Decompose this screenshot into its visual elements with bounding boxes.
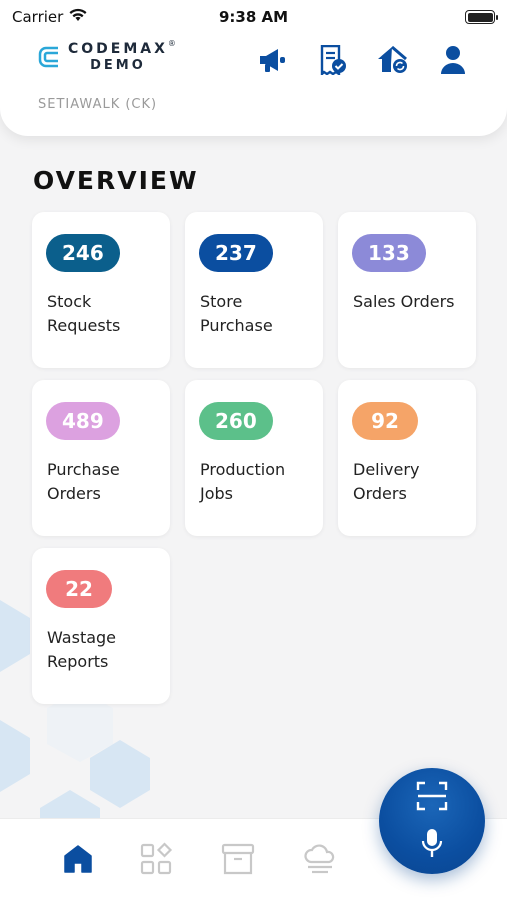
card-delivery-orders[interactable]: 92 Delivery Orders bbox=[338, 380, 476, 536]
overview-title: OVERVIEW bbox=[33, 166, 199, 195]
count-badge: 260 bbox=[199, 402, 273, 440]
card-store-purchase[interactable]: 237 Store Purchase bbox=[185, 212, 323, 368]
wifi-icon bbox=[69, 8, 87, 26]
battery-icon bbox=[465, 10, 498, 24]
logo-text: CODEMAX DEMO ® bbox=[68, 40, 176, 73]
count-badge: 133 bbox=[352, 234, 426, 272]
logo-registered: ® bbox=[167, 39, 176, 48]
count-badge: 92 bbox=[352, 402, 418, 440]
card-wastage-reports[interactable]: 22 Wastage Reports bbox=[32, 548, 170, 704]
header-actions bbox=[257, 44, 469, 76]
card-sales-orders[interactable]: 133 Sales Orders bbox=[338, 212, 476, 368]
card-label: Store Purchase bbox=[200, 292, 273, 335]
archive-icon[interactable] bbox=[220, 841, 256, 877]
user-icon[interactable] bbox=[437, 44, 469, 76]
action-fab[interactable] bbox=[379, 768, 485, 874]
app-logo: CODEMAX DEMO ® bbox=[38, 40, 176, 73]
card-production-jobs[interactable]: 260 Production Jobs bbox=[185, 380, 323, 536]
home-sync-icon[interactable] bbox=[377, 44, 409, 76]
logo-line1: CODEMAX bbox=[68, 41, 168, 57]
status-left: Carrier bbox=[12, 8, 87, 26]
carrier-label: Carrier bbox=[12, 8, 64, 26]
card-label: Sales Orders bbox=[353, 292, 455, 311]
logo-line2: DEMO bbox=[90, 58, 146, 73]
count-badge: 246 bbox=[46, 234, 120, 272]
card-label: Wastage Reports bbox=[47, 628, 117, 671]
card-stock-requests[interactable]: 246 Stock Requests bbox=[32, 212, 170, 368]
home-icon[interactable] bbox=[60, 841, 96, 877]
card-label: Stock Requests bbox=[47, 292, 121, 335]
header-card: CODEMAX DEMO ® bbox=[0, 0, 507, 136]
card-label: Delivery Orders bbox=[353, 460, 420, 503]
logo-mark-icon bbox=[38, 46, 58, 68]
receipt-check-icon[interactable] bbox=[317, 44, 349, 76]
apps-icon[interactable] bbox=[138, 841, 174, 877]
count-badge: 489 bbox=[46, 402, 120, 440]
cloud-icon[interactable] bbox=[302, 841, 338, 877]
card-purchase-orders[interactable]: 489 Purchase Orders bbox=[32, 380, 170, 536]
card-label: Production Jobs bbox=[200, 460, 286, 503]
card-label: Purchase Orders bbox=[47, 460, 120, 503]
location-label: SETIAWALK (CK) bbox=[38, 97, 158, 112]
microphone-icon[interactable] bbox=[420, 828, 444, 858]
count-badge: 22 bbox=[46, 570, 112, 608]
megaphone-icon[interactable] bbox=[257, 44, 289, 76]
count-badge: 237 bbox=[199, 234, 273, 272]
scan-icon[interactable] bbox=[416, 780, 448, 812]
status-bar: Carrier 9:38 AM bbox=[0, 0, 507, 34]
